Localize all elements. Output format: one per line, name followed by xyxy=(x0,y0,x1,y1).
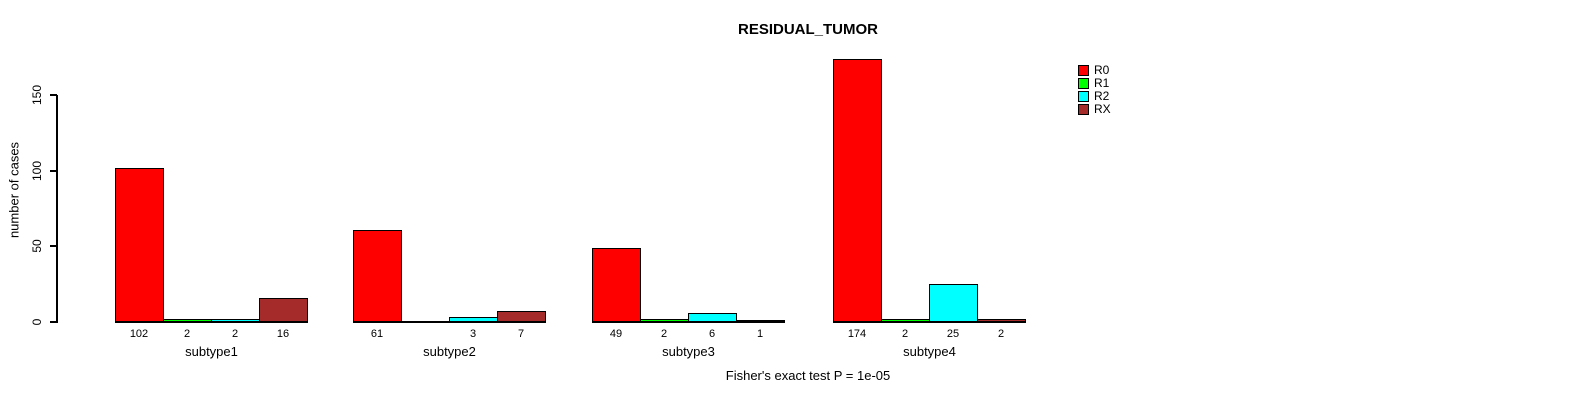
bar-value-label: 2 xyxy=(901,328,909,340)
legend-label: R1 xyxy=(1094,76,1110,90)
bar-value-label: 2 xyxy=(997,328,1005,340)
legend-swatch-r0 xyxy=(1078,65,1089,76)
bar-value-label: 2 xyxy=(183,328,191,340)
bar-r2-subtype3 xyxy=(688,312,737,322)
bar-value-label: 1 xyxy=(756,328,764,340)
bar-r0-subtype4 xyxy=(833,59,882,322)
y-tick-label: 150 xyxy=(30,85,44,106)
bar-value-label: 7 xyxy=(517,328,525,340)
y-tick-label: 50 xyxy=(30,239,44,254)
bar-value-label: 25 xyxy=(946,328,960,340)
group-baseline xyxy=(115,321,308,323)
legend-label: R0 xyxy=(1094,63,1110,77)
bar-r1-subtype1 xyxy=(163,318,212,322)
group-baseline xyxy=(592,321,785,323)
y-axis-line xyxy=(56,95,58,323)
y-tick-label: 0 xyxy=(30,318,44,326)
legend-swatch-r2 xyxy=(1078,91,1089,102)
legend: R0 R1 R2 RX xyxy=(1078,64,1111,116)
bar-r0-subtype2 xyxy=(353,229,402,322)
y-tick-mark xyxy=(50,321,57,323)
group-baseline xyxy=(353,321,546,323)
group-baseline xyxy=(833,321,1026,323)
bar-value-label: 2 xyxy=(231,328,239,340)
bar-rx-subtype4 xyxy=(977,318,1026,322)
y-tick-label: 100 xyxy=(30,160,44,181)
chart-title: RESIDUAL_TUMOR xyxy=(737,21,879,38)
bar-r1-subtype4 xyxy=(881,318,930,322)
bar-value-label: 16 xyxy=(276,328,290,340)
bar-value-label: 174 xyxy=(847,328,867,340)
y-axis-label: number of cases xyxy=(6,141,22,239)
annotation-text: Fisher's exact test P = 1e-05 xyxy=(725,368,891,383)
bar-value-label: 61 xyxy=(370,328,384,340)
bar-value-label: 3 xyxy=(469,328,477,340)
category-label-subtype2: subtype2 xyxy=(423,344,476,359)
legend-item-r1: R1 xyxy=(1078,77,1111,90)
bar-value-label: 102 xyxy=(129,328,149,340)
legend-item-rx: RX xyxy=(1078,103,1111,116)
bar-value-label: 49 xyxy=(609,328,623,340)
legend-label: R2 xyxy=(1094,89,1110,103)
bar-r2-subtype1 xyxy=(211,318,260,322)
legend-item-r2: R2 xyxy=(1078,90,1111,103)
bar-value-label: 2 xyxy=(660,328,668,340)
bar-r0-subtype3 xyxy=(592,247,641,322)
category-label-subtype4: subtype4 xyxy=(903,344,956,359)
category-label-subtype3: subtype3 xyxy=(662,344,715,359)
legend-swatch-r1 xyxy=(1078,78,1089,89)
bar-r2-subtype2 xyxy=(449,317,498,322)
category-label-subtype1: subtype1 xyxy=(185,344,238,359)
bar-rx-subtype2 xyxy=(497,311,546,322)
legend-label: RX xyxy=(1094,102,1111,116)
bar-r1-subtype3 xyxy=(640,318,689,322)
y-tick-mark xyxy=(50,245,57,248)
bar-r0-subtype1 xyxy=(115,167,164,322)
legend-item-r0: R0 xyxy=(1078,64,1111,77)
bar-rx-subtype3 xyxy=(736,320,785,322)
bar-value-label: 6 xyxy=(708,328,716,340)
y-tick-mark xyxy=(50,94,57,97)
bar-rx-subtype1 xyxy=(259,297,308,322)
y-tick-mark xyxy=(50,169,57,172)
legend-swatch-rx xyxy=(1078,104,1089,115)
bar-r2-subtype4 xyxy=(929,284,978,322)
